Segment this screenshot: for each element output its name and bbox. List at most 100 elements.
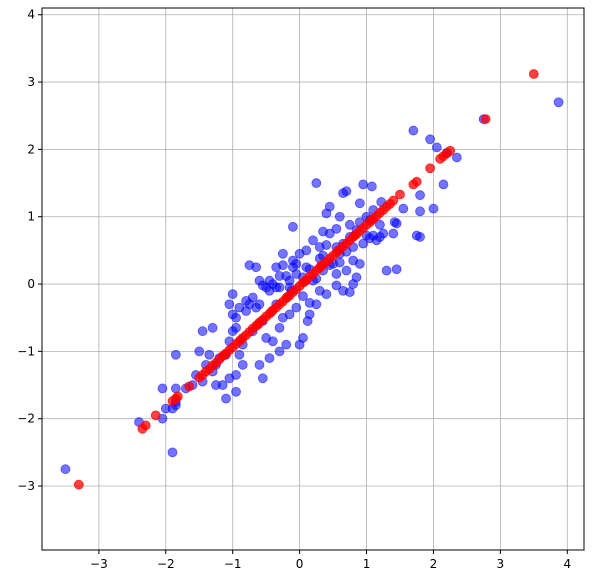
data-point xyxy=(431,142,442,153)
data-point xyxy=(428,203,439,214)
data-point xyxy=(304,298,315,308)
data-point xyxy=(368,230,379,241)
data-point xyxy=(378,228,389,239)
data-point xyxy=(264,353,275,364)
data-point xyxy=(425,134,435,145)
x-tick-label: −3 xyxy=(90,557,108,571)
data-point xyxy=(331,280,342,291)
data-point xyxy=(274,346,285,357)
data-point xyxy=(318,226,328,237)
data-point xyxy=(334,257,345,268)
data-point xyxy=(227,326,238,337)
data-point xyxy=(415,232,425,242)
x-tick-label: 4 xyxy=(563,557,571,571)
data-point xyxy=(257,373,268,384)
data-point xyxy=(398,203,409,214)
data-point xyxy=(391,264,402,275)
y-tick-label: −1 xyxy=(17,344,35,358)
data-point xyxy=(344,287,355,298)
data-point xyxy=(395,189,405,200)
data-point xyxy=(277,248,288,259)
data-point xyxy=(167,447,178,458)
data-point xyxy=(160,403,171,414)
data-point xyxy=(184,381,195,392)
data-point xyxy=(415,206,425,217)
data-point xyxy=(333,245,344,256)
y-tick-label: 4 xyxy=(27,8,35,22)
data-point xyxy=(291,258,302,269)
data-point xyxy=(253,319,264,330)
x-tick-label: −1 xyxy=(224,557,242,571)
series-2 xyxy=(73,69,539,490)
data-point xyxy=(284,309,295,320)
data-point xyxy=(234,349,245,360)
data-point xyxy=(349,230,360,241)
data-point xyxy=(227,289,238,300)
data-point xyxy=(266,306,277,317)
data-point xyxy=(388,228,399,239)
data-point xyxy=(282,291,293,302)
data-point xyxy=(528,69,539,79)
data-point xyxy=(170,349,181,360)
data-point xyxy=(274,271,285,281)
data-point xyxy=(237,359,248,370)
data-point xyxy=(316,260,326,271)
data-point xyxy=(140,420,151,431)
data-point xyxy=(344,219,355,230)
data-point xyxy=(294,248,305,259)
y-tick-label: 0 xyxy=(27,277,35,291)
x-tick-label: −2 xyxy=(157,557,175,571)
data-point xyxy=(302,316,313,326)
plot-frame xyxy=(41,7,585,551)
data-point xyxy=(219,349,230,360)
data-point xyxy=(311,178,322,188)
data-point xyxy=(251,262,262,273)
y-tick-label: 2 xyxy=(27,142,35,156)
data-point xyxy=(553,97,564,108)
data-point xyxy=(438,179,449,190)
data-point xyxy=(271,262,282,273)
data-point xyxy=(235,335,246,345)
data-point xyxy=(264,275,275,286)
data-point xyxy=(157,383,168,394)
data-point xyxy=(411,176,422,187)
data-point xyxy=(408,125,419,136)
data-point xyxy=(300,276,310,287)
data-point xyxy=(388,195,399,206)
data-point xyxy=(308,235,318,246)
data-point xyxy=(375,219,385,230)
data-point xyxy=(170,383,181,394)
data-point xyxy=(221,393,231,404)
data-point xyxy=(294,339,305,350)
data-point xyxy=(331,223,342,234)
data-point xyxy=(274,322,285,333)
y-tick-label: 1 xyxy=(27,210,35,224)
y-tick-label: −3 xyxy=(17,479,35,493)
data-point xyxy=(451,152,462,163)
data-point xyxy=(314,285,325,296)
data-point xyxy=(480,114,491,124)
data-point xyxy=(224,299,235,310)
data-point xyxy=(194,346,205,357)
data-point xyxy=(425,163,435,174)
data-point xyxy=(267,336,278,347)
data-points xyxy=(60,69,564,490)
data-point xyxy=(211,380,221,390)
data-point xyxy=(172,391,183,402)
data-point xyxy=(251,302,262,313)
data-point xyxy=(358,179,369,190)
data-point xyxy=(354,258,365,269)
data-point xyxy=(334,211,345,222)
data-point xyxy=(366,215,377,225)
data-point xyxy=(354,198,365,209)
data-point xyxy=(415,190,425,201)
data-point xyxy=(391,218,402,229)
data-point xyxy=(207,322,218,333)
series-1 xyxy=(60,97,564,475)
data-point xyxy=(231,386,241,397)
data-point xyxy=(314,242,325,252)
x-tick-label: 3 xyxy=(497,557,505,571)
data-point xyxy=(234,302,245,313)
axis-ticks: −3 −2 −1 0 1 2 3 4 −3 −2 −1 0 1 2 3 4 xyxy=(17,8,571,571)
